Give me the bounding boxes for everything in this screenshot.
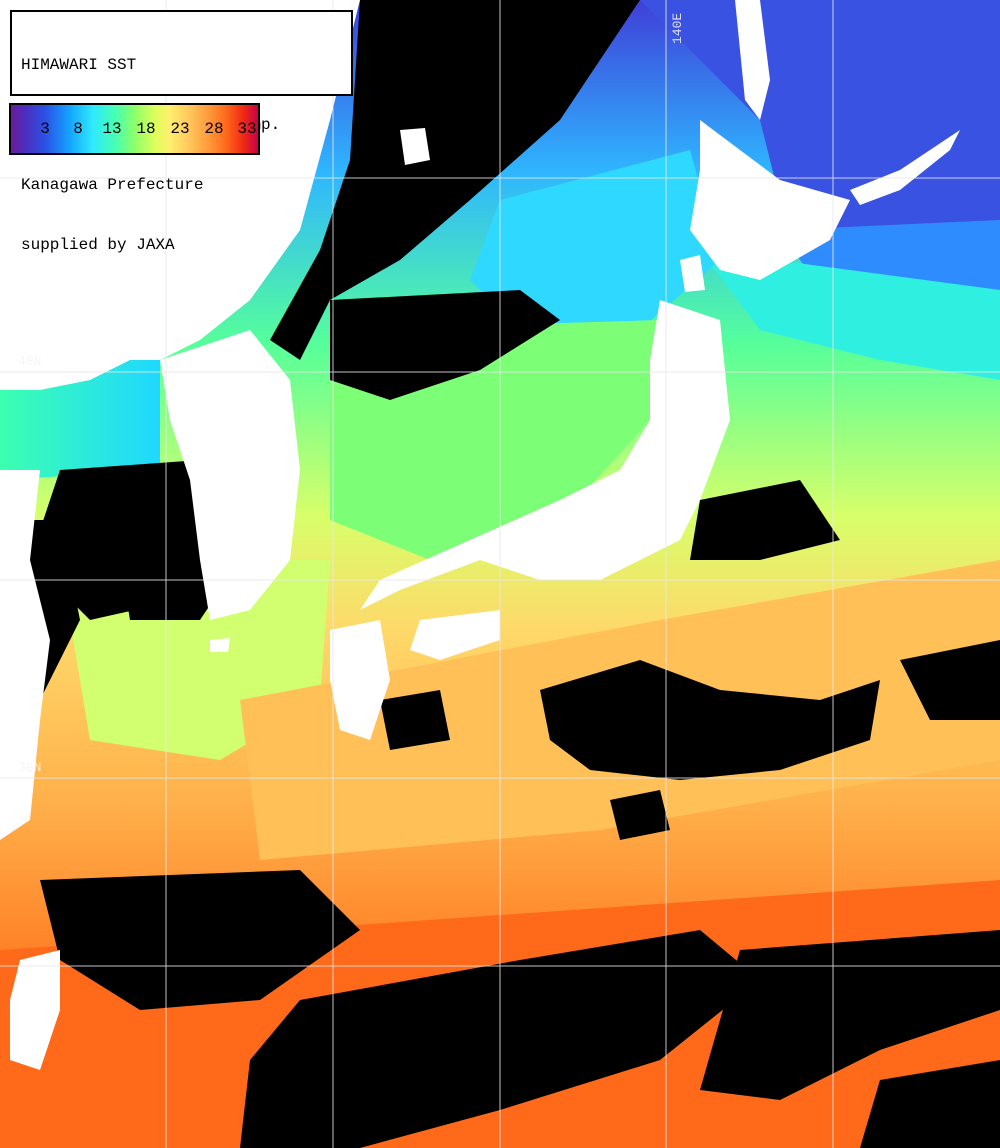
legend-tick-23: 23 [170,120,190,138]
info-region: Kanagawa Prefecture [21,176,204,194]
cloud-east-edge [900,640,1000,720]
okhotsk-cold-water [640,0,1000,260]
cloud-small-1 [380,690,450,750]
legend-tick-3: 3 [40,120,50,138]
lat-label-40n: 40N [18,354,42,369]
cloud-south-band-3 [700,930,1000,1100]
land-asia-mainland [0,0,360,390]
sea-of-japan-north [470,150,720,330]
land-honshu [360,300,730,610]
info-box: HIMAWARI SST 2025/11/30 15(UTC) 3H Comp.… [10,10,353,254]
land [0,0,960,1070]
lon-label-140e: 140E [670,12,685,44]
land-shikoku [410,610,500,660]
land-island-1 [400,128,430,165]
cloud-small-2 [610,790,670,840]
legend-tick-33: 33 [237,120,257,138]
land-sakhalin [735,0,770,120]
land-kuril [850,130,960,205]
cloud-east-honshu [690,480,840,560]
land-kyushu [330,620,390,740]
land-island-2 [680,255,705,292]
land-china-coast [0,470,50,840]
info-title: HIMAWARI SST [21,56,137,74]
lat-label-30n: 30N [18,760,42,775]
land-korean-peninsula [160,330,300,620]
legend-tick-13: 13 [102,120,122,138]
color-scale-legend: 3 8 13 18 23 28 33 [9,103,260,155]
legend-tick-8: 8 [73,120,83,138]
cloud-north-japan-sea [270,0,640,360]
legend-tick-18: 18 [136,120,156,138]
cloud-southeast-patch [860,1060,1000,1148]
cloud-south-band-1 [40,870,360,1010]
land-island-3 [210,638,230,652]
cloud-central-pacific [540,660,880,780]
legend-tick-28: 28 [204,120,224,138]
info-source: supplied by JAXA [21,236,175,254]
land-hokkaido [690,120,850,280]
land-taiwan [10,950,60,1070]
north-pacific-cyan [700,250,1000,380]
